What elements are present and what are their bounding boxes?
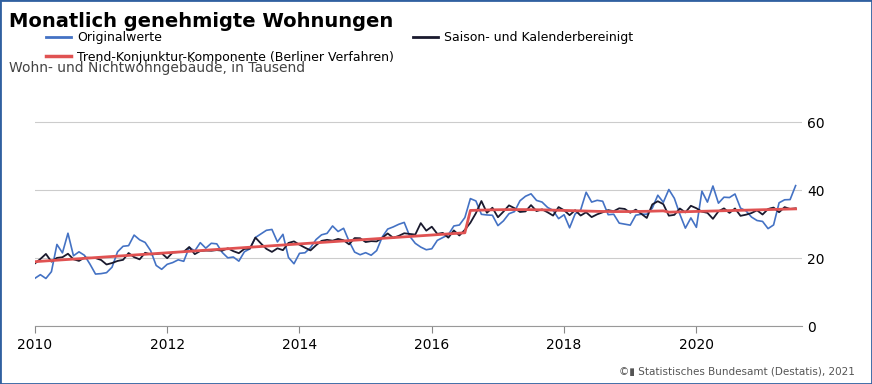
Legend: Originalwerte, Trend-Konjunktur-Komponente (Berliner Verfahren), Saison- und Kal: Originalwerte, Trend-Konjunktur-Komponen… [41,26,638,69]
Text: Wohn- und Nichtwohngebäude, in Tausend: Wohn- und Nichtwohngebäude, in Tausend [9,61,305,75]
Text: ©▮ Statistisches Bundesamt (Destatis), 2021: ©▮ Statistisches Bundesamt (Destatis), 2… [619,366,855,376]
Text: Monatlich genehmigte Wohnungen: Monatlich genehmigte Wohnungen [9,12,393,30]
